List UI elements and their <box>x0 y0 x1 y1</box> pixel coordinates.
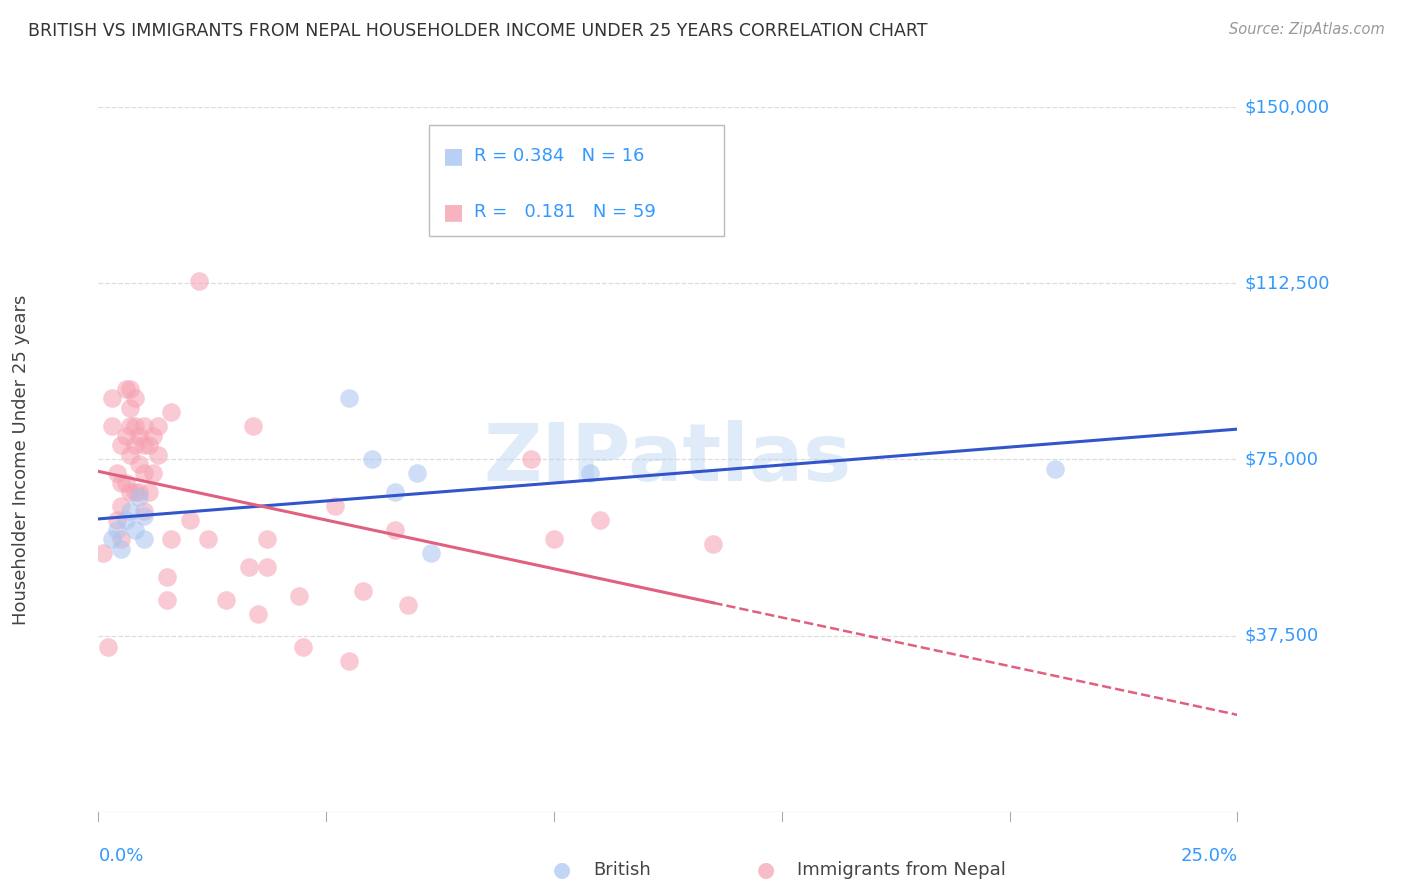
Point <box>120 448 142 462</box>
Text: ●: ● <box>554 860 571 880</box>
Point <box>160 405 183 419</box>
Point <box>337 392 360 406</box>
Text: ZIPatlas: ZIPatlas <box>484 420 852 499</box>
Text: $112,500: $112,500 <box>1244 274 1330 293</box>
Point <box>160 533 183 547</box>
Point <box>288 589 311 603</box>
Point <box>323 500 346 514</box>
Point <box>142 467 165 481</box>
Point <box>360 452 382 467</box>
Point <box>132 419 155 434</box>
Point <box>146 419 169 434</box>
Point <box>120 401 142 415</box>
Point <box>105 523 128 537</box>
Text: ■: ■ <box>443 202 464 222</box>
Point <box>156 593 179 607</box>
Point <box>246 607 269 622</box>
Text: BRITISH VS IMMIGRANTS FROM NEPAL HOUSEHOLDER INCOME UNDER 25 YEARS CORRELATION C: BRITISH VS IMMIGRANTS FROM NEPAL HOUSEHO… <box>28 22 928 40</box>
Text: R = 0.384   N = 16: R = 0.384 N = 16 <box>474 147 644 165</box>
Point <box>105 467 128 481</box>
Text: $150,000: $150,000 <box>1244 98 1330 116</box>
Text: $75,000: $75,000 <box>1244 450 1319 468</box>
Point <box>101 533 124 547</box>
Point <box>543 533 565 547</box>
Point <box>179 513 201 527</box>
Point <box>110 500 132 514</box>
Point <box>128 485 150 500</box>
Point <box>110 475 132 490</box>
Point <box>256 533 278 547</box>
Text: 25.0%: 25.0% <box>1180 847 1237 865</box>
Point <box>238 560 260 574</box>
Point <box>520 452 543 467</box>
Point <box>292 640 315 655</box>
Point <box>384 523 406 537</box>
Point <box>132 533 155 547</box>
Point <box>124 392 146 406</box>
Text: Immigrants from Nepal: Immigrants from Nepal <box>797 861 1007 879</box>
Point <box>406 467 429 481</box>
Point <box>120 419 142 434</box>
Point <box>110 541 132 556</box>
Point <box>187 274 209 288</box>
Point <box>138 438 160 452</box>
Point <box>120 504 142 518</box>
Point <box>337 654 360 668</box>
Point <box>420 546 443 560</box>
Point <box>146 448 169 462</box>
Point <box>1043 462 1066 476</box>
Point <box>120 485 142 500</box>
Point <box>256 560 278 574</box>
Point <box>91 546 114 560</box>
Point <box>128 490 150 504</box>
Point <box>110 533 132 547</box>
Text: ■: ■ <box>443 146 464 166</box>
Point <box>124 485 146 500</box>
Text: 0.0%: 0.0% <box>98 847 143 865</box>
Point <box>124 419 146 434</box>
Point <box>120 382 142 396</box>
Point <box>132 508 155 523</box>
Point <box>124 523 146 537</box>
Point <box>105 513 128 527</box>
Point <box>132 504 155 518</box>
Point <box>114 475 136 490</box>
Point <box>101 392 124 406</box>
Point <box>352 583 374 598</box>
Point <box>96 640 118 655</box>
Point <box>384 485 406 500</box>
Point <box>124 438 146 452</box>
Point <box>132 438 155 452</box>
Point <box>242 419 264 434</box>
Point <box>128 457 150 471</box>
Text: British: British <box>593 861 651 879</box>
Point <box>114 513 136 527</box>
Point <box>142 429 165 443</box>
Text: R =   0.181   N = 59: R = 0.181 N = 59 <box>474 202 655 221</box>
Point <box>114 429 136 443</box>
Point <box>114 382 136 396</box>
Point <box>138 485 160 500</box>
Text: ●: ● <box>758 860 775 880</box>
Point <box>156 570 179 584</box>
Point <box>197 533 219 547</box>
Point <box>101 419 124 434</box>
Point <box>702 537 724 551</box>
Point <box>588 513 610 527</box>
Point <box>579 467 602 481</box>
Point <box>128 429 150 443</box>
Point <box>396 598 419 612</box>
Text: $37,500: $37,500 <box>1244 626 1319 645</box>
Point <box>132 467 155 481</box>
Text: Source: ZipAtlas.com: Source: ZipAtlas.com <box>1229 22 1385 37</box>
Text: Householder Income Under 25 years: Householder Income Under 25 years <box>13 294 30 624</box>
Point <box>215 593 238 607</box>
Point <box>110 438 132 452</box>
